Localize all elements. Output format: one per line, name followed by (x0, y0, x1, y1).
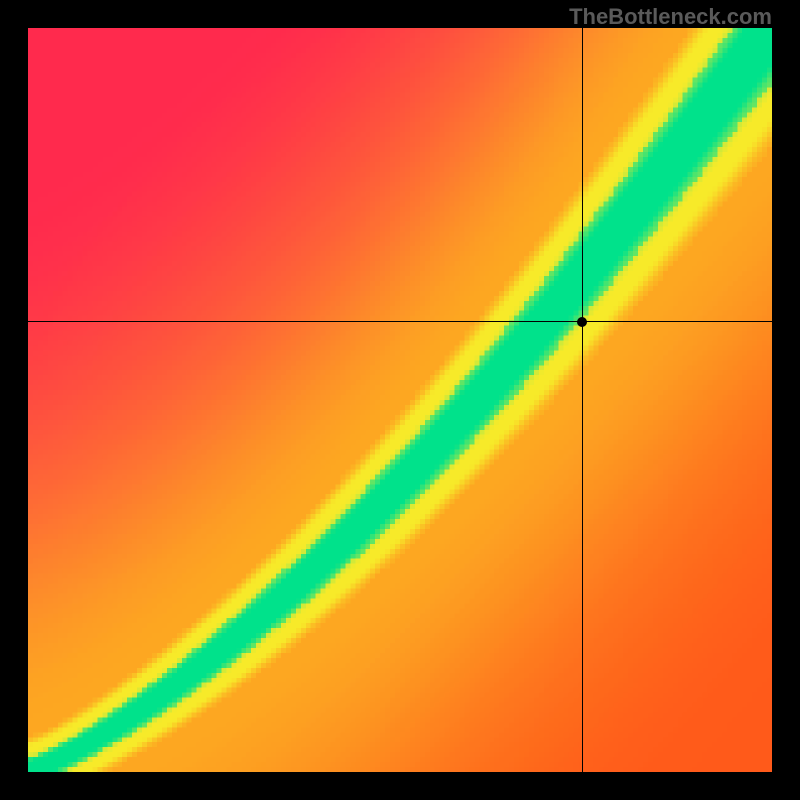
crosshair-horizontal (28, 321, 772, 322)
chart-container: TheBottleneck.com (0, 0, 800, 800)
watermark-text: TheBottleneck.com (569, 4, 772, 30)
crosshair-vertical (582, 28, 583, 772)
bottleneck-heatmap (28, 28, 772, 772)
